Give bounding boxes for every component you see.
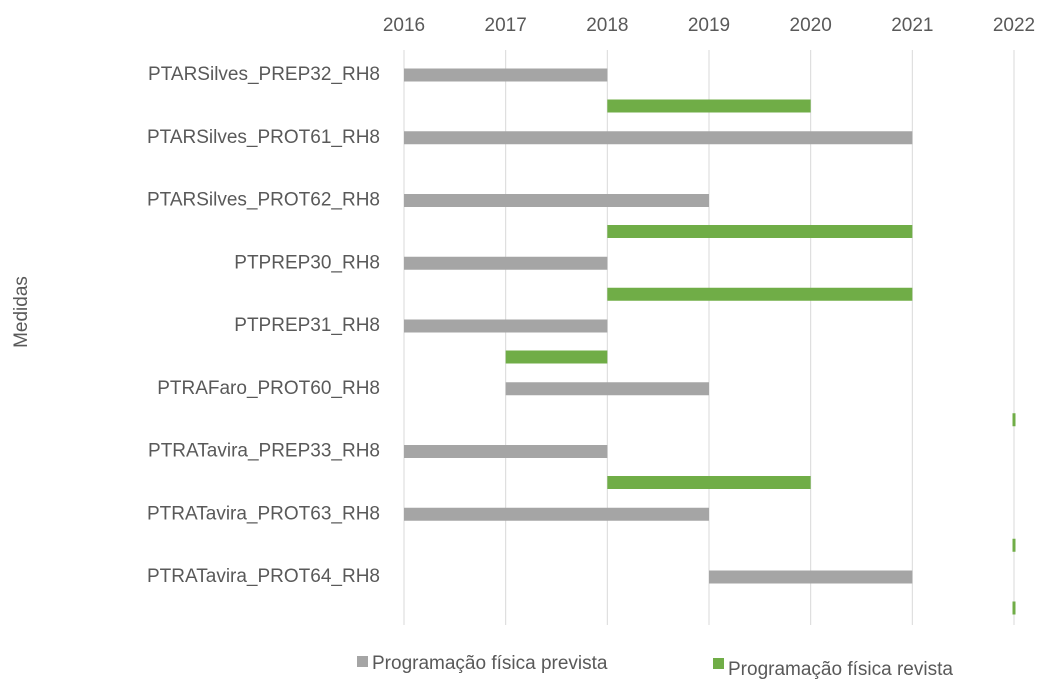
bar [505,382,709,396]
legend-swatch [357,656,368,667]
bar [1012,413,1016,427]
bar [607,476,811,489]
legend-swatch [713,658,724,669]
y-tick-label: PTARSilves_PROT61_RH8 [147,127,380,148]
y-tick-label: PTARSilves_PROT62_RH8 [147,190,380,211]
bar [404,256,608,270]
bar [607,287,913,301]
bar [404,194,709,207]
x-tick-label: 2018 [586,15,628,36]
x-tick-label: 2021 [891,15,933,36]
y-tick-label: PTRATavira_PROT64_RH8 [147,566,380,587]
bar [505,350,608,364]
y-tick-label: PTRAFaro_PROT60_RH8 [157,378,380,399]
bar [404,445,608,458]
legend-label: Programação física revista [728,659,953,679]
bar [1012,538,1016,552]
y-tick-label: PTARSilves_PREP32_RH8 [148,64,380,85]
bar [709,570,913,584]
bar [404,131,913,145]
x-tick-label: 2016 [383,15,425,36]
x-tick-label: 2017 [485,15,527,36]
bar [404,507,709,521]
x-tick-label: 2022 [993,15,1035,36]
bar [607,225,913,238]
x-tick-label: 2019 [688,15,730,36]
bar [1012,601,1016,615]
y-tick-label: PTPREP30_RH8 [234,252,380,273]
bar [404,319,608,333]
y-tick-label: PTPREP31_RH8 [234,315,380,336]
y-axis-label: Medidas [11,276,32,348]
y-tick-label: PTRATavira_PROT63_RH8 [147,503,380,524]
y-tick-label: PTRATavira_PREP33_RH8 [148,441,380,462]
bar [404,68,608,82]
legend-label: Programação física prevista [372,653,608,674]
bar [607,99,811,113]
x-tick-label: 2020 [790,15,832,36]
